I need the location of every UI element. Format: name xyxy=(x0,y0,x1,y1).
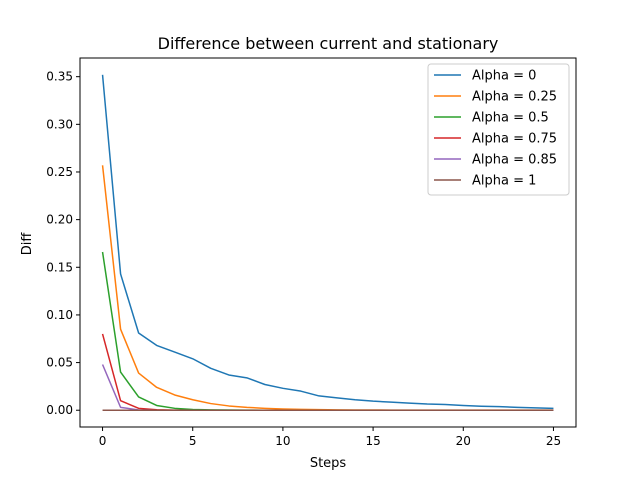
y-axis-label: Diff xyxy=(20,232,35,256)
legend-label: Alpha = 0 xyxy=(472,69,536,84)
y-tick-label: 0.00 xyxy=(46,403,73,417)
x-tick-label: 15 xyxy=(365,434,380,448)
x-tick-label: 0 xyxy=(99,434,107,448)
axes-frame xyxy=(79,57,577,428)
x-axis-ticks: 0 5 10 15 20 25 xyxy=(99,427,561,448)
x-axis-label: Steps xyxy=(310,456,347,471)
legend-label: Alpha = 0.25 xyxy=(472,90,557,105)
legend-label: Alpha = 0.75 xyxy=(472,132,557,147)
chart-title: Difference between current and stationar… xyxy=(158,34,499,53)
legend-box xyxy=(427,63,570,196)
y-tick-label: 0.20 xyxy=(46,213,73,227)
y-tick-label: 0.15 xyxy=(46,260,73,274)
legend-label: Alpha = 0.85 xyxy=(472,153,557,168)
y-tick-label: 0.10 xyxy=(46,308,73,322)
x-tick-label: 10 xyxy=(275,434,290,448)
y-tick-label: 0.05 xyxy=(46,356,73,370)
y-tick-label: 0.25 xyxy=(46,165,73,179)
legend-label: Alpha = 1 xyxy=(472,174,536,189)
series-line-alpha-0 xyxy=(101,74,554,410)
x-tick-label: 20 xyxy=(456,434,471,448)
y-tick-label: 0.30 xyxy=(46,117,73,131)
x-tick-label: 5 xyxy=(189,434,197,448)
y-tick-label: 0.35 xyxy=(46,70,73,84)
legend: Alpha = 0 Alpha = 0.25 Alpha = 0.5 Alpha = … xyxy=(427,63,570,196)
plot-area xyxy=(101,74,554,411)
y-axis-ticks: 0.00 0.05 0.10 0.15 0.20 0.25 0.30 0.35 xyxy=(46,70,80,417)
x-tick-label: 25 xyxy=(546,434,561,448)
legend-label: Alpha = 0.5 xyxy=(472,111,549,126)
